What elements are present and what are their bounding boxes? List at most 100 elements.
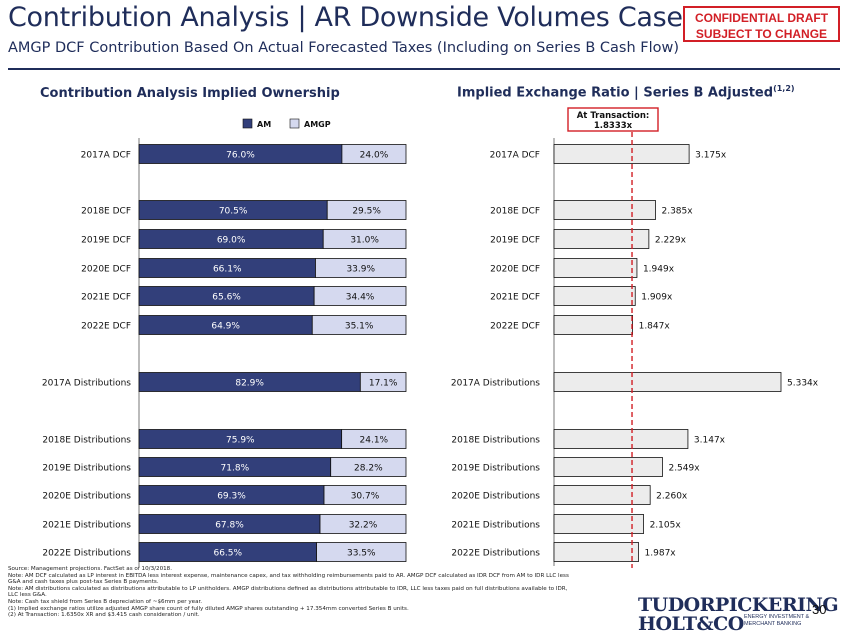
left-category-label: 2019E DCF xyxy=(81,236,131,246)
ratio-bar xyxy=(553,200,656,220)
right-category-label: 2022E DCF xyxy=(490,322,540,332)
footnote-line: Note: AM distributions calculated as dis… xyxy=(8,585,568,592)
right-category-label: 2019E DCF xyxy=(490,236,540,246)
data-label-am: 69.0% xyxy=(217,236,246,246)
bar-segment-amgp xyxy=(359,372,407,392)
ratio-data-label: 3.147x xyxy=(694,436,726,446)
right-chart-title-footnote: (1,2) xyxy=(773,84,795,93)
legend-swatch-am xyxy=(242,118,253,129)
data-label-am: 66.5% xyxy=(213,549,242,559)
left-category-label: 2018E DCF xyxy=(81,207,131,217)
ratio-data-label: 1.847x xyxy=(639,322,671,332)
legend-swatch-amgp xyxy=(289,118,300,129)
bar-segment-amgp xyxy=(311,315,407,335)
data-label-amgp: 28.2% xyxy=(354,464,383,474)
footnote-line: LLC less G&A. xyxy=(8,592,47,599)
left-category-label: 2020E DCF xyxy=(81,265,131,275)
ratio-data-label: 5.334x xyxy=(787,379,819,389)
ratio-bar xyxy=(553,258,638,278)
right-category-label: 2020E DCF xyxy=(490,265,540,275)
ratio-bar xyxy=(553,485,651,505)
ratio-bar xyxy=(553,457,663,477)
data-label-am: 71.8% xyxy=(221,464,250,474)
ratio-bar xyxy=(553,514,644,534)
left-chart-title: Contribution Analysis Implied Ownership xyxy=(40,86,340,101)
ratio-data-label: 2.229x xyxy=(655,236,687,246)
footnote-line: (2) At Transaction: 1.6350x XR and $3.41… xyxy=(8,612,200,619)
ratio-bar xyxy=(553,372,782,392)
data-label-am: 82.9% xyxy=(235,379,264,389)
page-number: 30 xyxy=(812,602,827,617)
right-category-label: 2019E Distributions xyxy=(451,464,540,474)
logo-tagline-line2: MERCHANT BANKING xyxy=(744,620,802,627)
ratio-bar xyxy=(553,286,636,306)
ratio-bar xyxy=(553,315,634,335)
confidential-line2: SUBJECT TO CHANGE xyxy=(695,27,828,41)
transaction-label-line1: At Transaction: xyxy=(577,111,650,121)
right-chart-title: Implied Exchange Ratio | Series B Adjust… xyxy=(457,84,795,100)
footnotes: Source: Management projections. FactSet … xyxy=(8,566,608,619)
ratio-data-label: 1.987x xyxy=(645,549,677,559)
ratio-bar xyxy=(553,144,690,164)
transaction-label-line2: 1.8333x xyxy=(594,121,633,131)
footnote-line: Note: AM DCF calculated as LP interest i… xyxy=(8,572,569,579)
page-subtitle: AMGP DCF Contribution Based On Actual Fo… xyxy=(8,40,680,56)
data-label-amgp: 17.1% xyxy=(369,379,398,389)
header-divider xyxy=(8,68,840,70)
left-category-label: 2020E Distributions xyxy=(42,492,131,502)
ratio-bar xyxy=(553,429,689,449)
right-category-label: 2018E DCF xyxy=(490,207,540,217)
data-label-am: 69.3% xyxy=(217,492,246,502)
left-category-label: 2022E Distributions xyxy=(42,549,131,559)
bar-segment-amgp xyxy=(330,457,407,477)
ratio-bar xyxy=(553,542,639,562)
footnote-line: Source: Management projections. FactSet … xyxy=(8,566,173,572)
right-category-label: 2021E DCF xyxy=(490,293,540,303)
data-label-am: 66.1% xyxy=(213,265,242,275)
page-title: Contribution Analysis | AR Downside Volu… xyxy=(8,2,683,33)
left-category-label: 2021E Distributions xyxy=(42,521,131,531)
right-category-label: 2021E Distributions xyxy=(451,521,540,531)
confidential-line1: CONFIDENTIAL DRAFT xyxy=(694,11,829,25)
bar-segment-amgp xyxy=(315,258,407,278)
right-category-label: 2018E Distributions xyxy=(451,436,540,446)
data-label-amgp: 32.2% xyxy=(349,521,378,531)
bar-segment-amgp xyxy=(341,144,407,164)
logo-wordmark-bottom: HOLT&CO xyxy=(638,613,744,635)
data-label-amgp: 24.0% xyxy=(360,151,389,161)
bar-segment-amgp xyxy=(316,542,407,562)
left-category-label: 2021E DCF xyxy=(81,293,131,303)
bar-segment-amgp xyxy=(313,286,407,306)
data-label-amgp: 34.4% xyxy=(346,293,375,303)
footnote-line: G&A and cash taxes plus post-tax Series … xyxy=(8,579,159,586)
data-label-am: 75.9% xyxy=(226,436,255,446)
ratio-data-label: 1.949x xyxy=(643,265,675,275)
legend-label-amgp: AMGP xyxy=(304,120,331,129)
data-label-am: 67.8% xyxy=(215,521,244,531)
footnote-line: (1) Implied exchange ratios utilize adju… xyxy=(8,605,409,612)
right-category-label: 2017A DCF xyxy=(490,151,540,161)
transaction-label-box xyxy=(567,107,659,132)
confidential-badge: CONFIDENTIAL DRAFT SUBJECT TO CHANGE xyxy=(683,6,840,42)
ratio-data-label: 1.909x xyxy=(641,293,673,303)
bar-segment-amgp xyxy=(341,429,407,449)
ratio-data-label: 2.105x xyxy=(650,521,682,531)
ratio-bar xyxy=(553,229,650,249)
left-category-label: 2022E DCF xyxy=(81,322,131,332)
data-label-am: 64.9% xyxy=(211,322,240,332)
data-label-amgp: 29.5% xyxy=(352,207,381,217)
ratio-data-label: 2.385x xyxy=(661,207,693,217)
data-label-amgp: 31.0% xyxy=(350,236,379,246)
data-label-amgp: 24.1% xyxy=(360,436,389,446)
data-label-am: 70.5% xyxy=(219,207,248,217)
right-category-label: 2022E Distributions xyxy=(451,549,540,559)
right-category-label: 2020E Distributions xyxy=(451,492,540,502)
logo-wordmark-top: TUDORPICKERING xyxy=(638,594,839,616)
ratio-data-label: 3.175x xyxy=(695,151,727,161)
data-label-amgp: 33.5% xyxy=(347,549,376,559)
data-label-am: 76.0% xyxy=(226,151,255,161)
left-category-label: 2017A DCF xyxy=(81,151,131,161)
ratio-data-label: 2.549x xyxy=(668,464,700,474)
